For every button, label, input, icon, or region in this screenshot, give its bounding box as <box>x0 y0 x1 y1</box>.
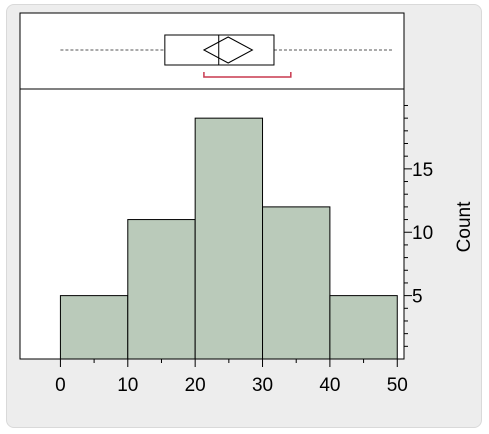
y-tick-label: 15 <box>412 160 433 181</box>
histogram-bar-0 <box>59 295 129 360</box>
histogram-bar-4 <box>329 295 398 360</box>
bars-group <box>59 117 398 360</box>
y-tick-label: 10 <box>412 223 433 244</box>
y-tick-label: 5 <box>412 287 423 308</box>
x-tick-label: 20 <box>185 375 206 396</box>
boxplot-mean-diamond <box>202 36 254 64</box>
histogram-bar-1 <box>127 219 196 360</box>
shortest-half-bracket <box>203 72 292 78</box>
y-axis: 5 10 15 <box>404 104 433 347</box>
boxplot-box <box>164 34 275 66</box>
y-axis-title: Count <box>454 201 475 252</box>
x-tick-label: 0 <box>55 375 66 396</box>
histogram-bar-2 <box>194 117 264 360</box>
x-axis: 0 10 20 30 40 50 <box>55 359 408 396</box>
histogram-bar-3 <box>262 206 331 360</box>
x-tick-label: 50 <box>387 375 408 396</box>
boxplot-group <box>60 34 394 78</box>
x-tick-label: 40 <box>319 375 340 396</box>
x-tick-label: 30 <box>252 375 273 396</box>
x-tick-label: 10 <box>117 375 138 396</box>
